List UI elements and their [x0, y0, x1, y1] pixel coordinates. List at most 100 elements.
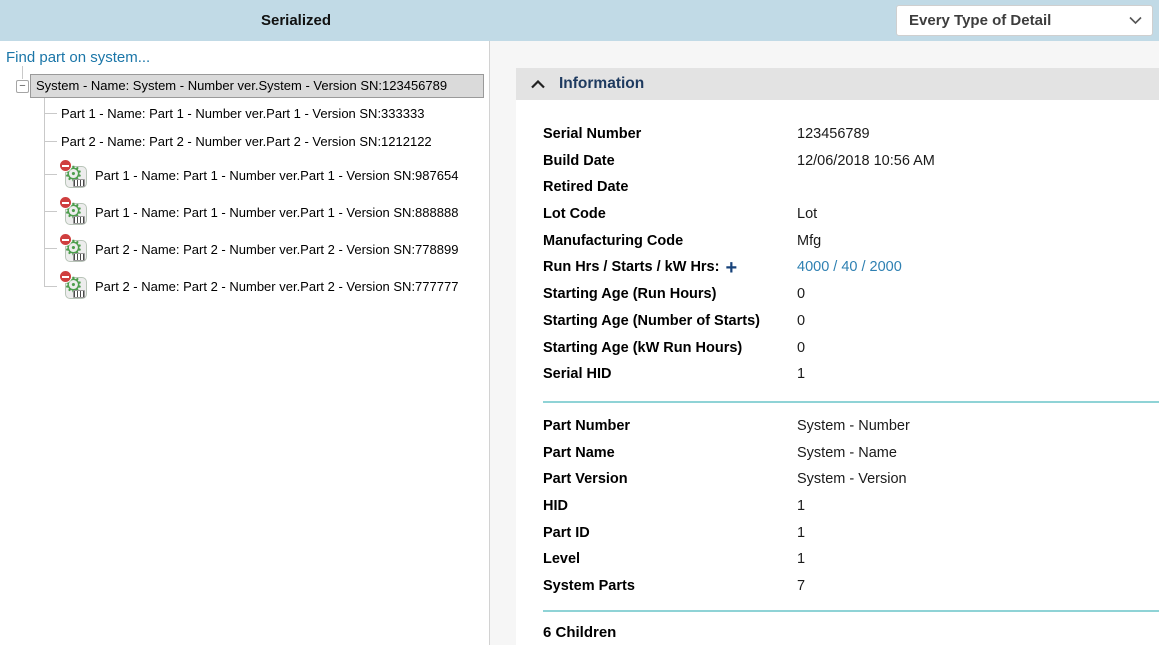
info-label: Run Hrs / Starts / kW Hrs: + — [543, 254, 797, 281]
info-row: Part Number System - Number — [543, 413, 1159, 440]
info-label: Build Date — [543, 152, 615, 169]
serialized-part-icon: ⚙ — [59, 159, 88, 189]
info-label: Level — [543, 551, 581, 568]
section-divider — [543, 401, 1159, 403]
info-label: HID — [543, 498, 568, 515]
info-row: Retired Date — [543, 174, 1159, 201]
info-row: Part Version System - Version — [543, 466, 1159, 493]
info-row: Lot Code Lot — [543, 201, 1159, 228]
panel-separator — [489, 41, 490, 645]
children-summary: 6 Children — [543, 624, 617, 641]
info-row: Starting Age (Run Hours) 0 — [543, 281, 1159, 308]
info-row: Serial HID 1 — [543, 361, 1159, 388]
info-value: 0 — [797, 286, 806, 303]
info-row: Manufacturing Code Mfg — [543, 228, 1159, 255]
info-value: 1 — [797, 498, 806, 515]
part-tree-panel: Find part on system... − System - Name: … — [0, 41, 489, 645]
no-entry-badge-icon — [59, 159, 72, 172]
info-label: Serial Number — [543, 126, 642, 142]
info-value: 1 — [797, 366, 806, 383]
info-rows-group-b: Part Number System - Number Part Name Sy… — [543, 413, 1159, 600]
info-value: 12/06/2018 10:56 AM — [797, 152, 935, 169]
top-header-bar: Serialized Every Type of Detail — [0, 0, 1159, 41]
information-content-background — [516, 100, 1159, 645]
info-label: Lot Code — [543, 206, 606, 223]
serialized-part-icon: ⚙ — [59, 270, 88, 300]
info-label: Part Number — [543, 418, 631, 434]
info-value: Lot — [797, 206, 818, 223]
info-row: Part Name System - Name — [543, 440, 1159, 467]
tree-guide-tick — [44, 248, 57, 249]
info-value — [797, 174, 1159, 201]
barcode-icon — [73, 290, 85, 298]
info-row: Part ID 1 — [543, 520, 1159, 547]
tree-node-label: Part 1 - Name: Part 1 - Number ver.Part … — [61, 106, 425, 121]
info-label: Starting Age (kW Run Hours) — [543, 339, 743, 356]
run-hrs-value-link[interactable]: 4000 / 40 / 2000 — [797, 259, 902, 276]
info-label: Part ID — [543, 524, 590, 541]
tree-node-part[interactable]: ⚙ Part 1 - Name: Part 1 - Number ver.Par… — [59, 159, 459, 190]
serialized-part-icon: ⚙ — [59, 233, 88, 263]
tree-node-part[interactable]: ⚙ Part 2 - Name: Part 2 - Number ver.Par… — [59, 233, 459, 264]
info-value: 1 — [797, 551, 806, 568]
info-label: System Parts — [543, 578, 635, 595]
info-label: Starting Age (Number of Starts) — [543, 312, 760, 329]
barcode-icon — [73, 179, 85, 187]
info-value: System - Name — [797, 444, 897, 461]
tree-node-part[interactable]: Part 2 - Name: Part 2 - Number ver.Part … — [61, 131, 432, 153]
find-part-link[interactable]: Find part on system... — [6, 49, 151, 66]
info-row: Starting Age (Number of Starts) 0 — [543, 308, 1159, 335]
tree-guide-line — [22, 66, 23, 79]
detail-type-dropdown-value: Every Type of Detail — [909, 12, 1052, 29]
serialized-part-icon: ⚙ — [59, 196, 88, 226]
tree-guide-tick — [44, 211, 57, 212]
tree-guide-tick — [44, 113, 57, 114]
info-value: 7 — [797, 578, 806, 595]
tree-guide-tick — [44, 286, 57, 287]
info-label: Manufacturing Code — [543, 232, 684, 249]
info-label: Part Version — [543, 471, 628, 488]
no-entry-badge-icon — [59, 196, 72, 209]
tree-expander-toggle[interactable]: − — [16, 80, 29, 93]
info-row: Build Date 12/06/2018 10:56 AM — [543, 148, 1159, 175]
barcode-icon — [73, 253, 85, 261]
info-label-text: Run Hrs / Starts / kW Hrs: — [543, 259, 720, 276]
tree-node-part[interactable]: ⚙ Part 2 - Name: Part 2 - Number ver.Par… — [59, 270, 459, 301]
info-value: Mfg — [797, 232, 822, 249]
information-section-header[interactable]: Information — [516, 68, 1159, 100]
info-rows-group-a: Serial Number 123456789 Build Date 12/06… — [543, 121, 1159, 388]
tree-node-label: Part 1 - Name: Part 1 - Number ver.Part … — [95, 204, 459, 220]
section-title: Information — [559, 75, 645, 92]
no-entry-badge-icon — [59, 270, 72, 283]
barcode-icon — [73, 216, 85, 224]
info-label: Part Name — [543, 444, 615, 461]
tree-node-part[interactable]: Part 1 - Name: Part 1 - Number ver.Part … — [61, 103, 424, 125]
chevron-up-icon[interactable] — [531, 79, 545, 89]
page-title: Serialized — [260, 12, 332, 29]
information-panel: Information Serial Number 123456789 Buil… — [490, 41, 1159, 645]
chevron-down-icon — [1129, 16, 1142, 25]
section-divider — [543, 610, 1159, 612]
info-row: Level 1 — [543, 546, 1159, 573]
tree-node-system-root[interactable]: System - Name: System - Number ver.Syste… — [30, 74, 484, 98]
tree-node-label: Part 2 - Name: Part 2 - Number ver.Part … — [95, 278, 459, 294]
info-value: 1 — [797, 524, 806, 541]
info-label: Serial HID — [543, 366, 612, 383]
no-entry-badge-icon — [59, 233, 72, 246]
tree-guide-tick — [44, 174, 57, 175]
info-row: Starting Age (kW Run Hours) 0 — [543, 335, 1159, 362]
info-row-run-hrs: Run Hrs / Starts / kW Hrs: + 4000 / 40 /… — [543, 254, 1159, 281]
detail-type-dropdown[interactable]: Every Type of Detail — [896, 5, 1153, 36]
info-value: 123456789 — [797, 126, 870, 142]
tree-node-label: Part 2 - Name: Part 2 - Number ver.Part … — [61, 134, 432, 149]
info-value: System - Number — [797, 418, 910, 434]
info-row: Serial Number 123456789 — [543, 121, 1159, 148]
tree-guide-line — [44, 98, 45, 287]
tree-node-part[interactable]: ⚙ Part 1 - Name: Part 1 - Number ver.Par… — [59, 196, 459, 227]
tree-node-label: Part 1 - Name: Part 1 - Number ver.Part … — [95, 167, 459, 183]
info-label: Retired Date — [543, 179, 629, 196]
add-run-hours-button[interactable]: + — [725, 256, 738, 279]
tree-guide-tick — [44, 141, 57, 142]
tree-node-label: Part 2 - Name: Part 2 - Number ver.Part … — [95, 241, 459, 257]
info-row: System Parts 7 — [543, 573, 1159, 600]
